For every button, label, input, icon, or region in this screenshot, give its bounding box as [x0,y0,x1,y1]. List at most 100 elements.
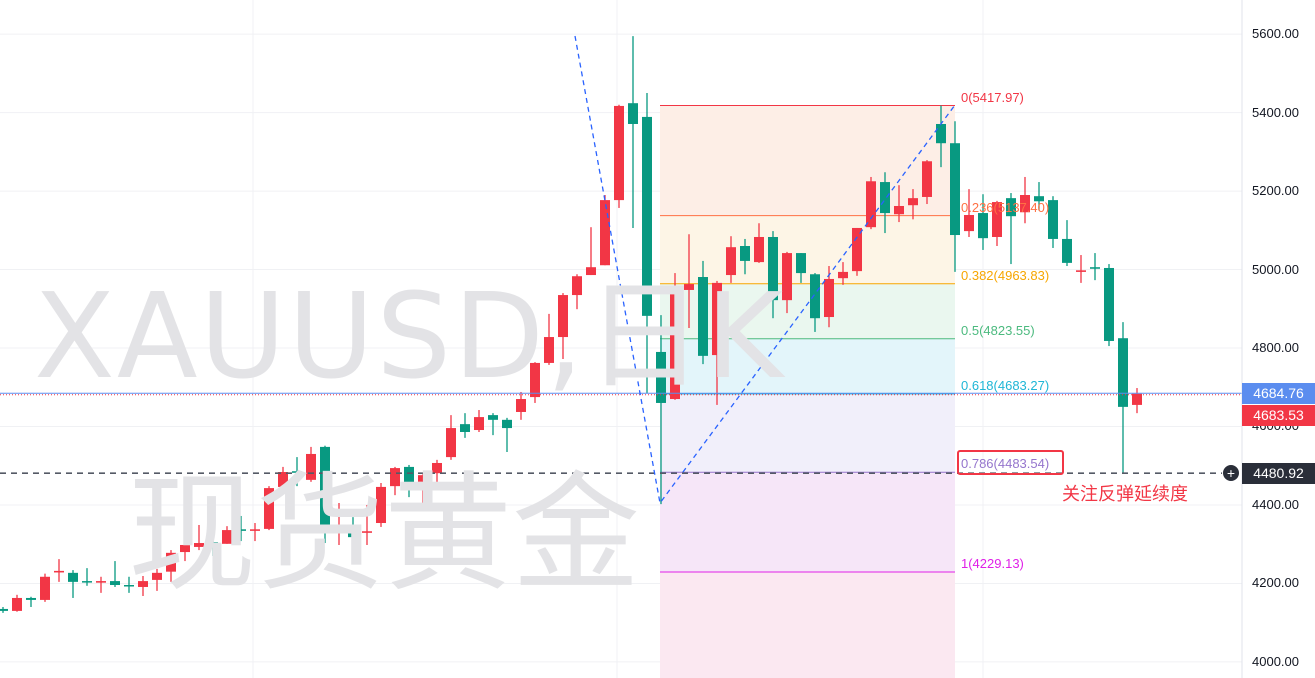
candle-body [936,123,946,144]
candle-body [754,236,764,263]
candle-body [614,105,624,201]
grid [0,0,1242,678]
candle-body [712,282,722,356]
candle-body [488,415,498,420]
candle-body [110,581,120,586]
candle [474,410,484,432]
candle-body [684,284,694,290]
candle-body [740,246,750,261]
candle [950,121,960,272]
candle-body [558,295,568,338]
candle [390,466,400,496]
candle [586,227,596,276]
fib-zone [660,472,955,573]
price-tick-label: 5600.00 [1252,26,1299,42]
fibonacci-retracement[interactable] [660,105,955,678]
candle [838,262,848,285]
price-tick-label: 4400.00 [1252,496,1299,512]
candle-body [600,200,610,266]
candle [754,223,764,263]
candle-body [502,419,512,429]
price-tick-label: 4000.00 [1252,653,1299,669]
candle [138,575,148,596]
candle-body [1062,238,1072,263]
candle [782,251,792,314]
candle [446,415,456,460]
candle [964,189,974,237]
candle [320,445,330,544]
candle-body [68,572,78,582]
price-tick-label: 5200.00 [1252,183,1299,199]
candle-body [124,585,134,587]
candle-body [1076,270,1086,272]
candle-body [726,247,736,276]
candle [922,160,932,205]
price-tick-label: 5000.00 [1252,261,1299,277]
candle [1048,196,1058,248]
candle-body [474,417,484,431]
candle [82,568,92,586]
candle-body [432,462,442,474]
price-tick-label: 4800.00 [1252,340,1299,356]
candle [1104,264,1114,347]
candle-body [894,205,904,215]
fib-level-label: 0.786(4483.54) [961,456,1050,472]
candle-body [656,351,666,403]
candle [236,515,246,542]
candle [936,105,946,168]
candle [278,466,288,494]
candle-body [166,552,176,572]
candle-body [40,576,50,600]
candle-body [978,213,988,239]
candle [810,273,820,332]
candle-body [180,544,190,553]
candle [292,457,302,487]
candle-body [1006,198,1016,217]
candle-body [0,608,8,611]
candle-body [908,198,918,206]
candle [404,464,414,498]
candle-body [852,227,862,272]
candle-body [1104,267,1114,341]
candle-body [278,472,288,487]
candle [642,92,652,394]
candle [0,606,8,613]
highlight-box [957,450,1064,475]
candle-body [698,277,708,356]
candle-body [404,466,414,483]
candle [194,524,204,551]
fib-level-label: 0.382(4963.83) [961,267,1050,283]
candle-body [320,446,330,533]
fib-level-label: 0.236(5137.40) [961,199,1050,215]
fib-zone [660,572,955,678]
candle-body [264,488,274,529]
candle [530,362,540,403]
candle [376,482,386,527]
candle [698,260,708,365]
candle-body [810,274,820,319]
fib-level-label: 0.5(4823.55) [961,322,1035,338]
candle [96,576,106,593]
plus-circle-icon[interactable]: + [1222,464,1240,482]
candle-body [446,428,456,458]
candle [992,200,1002,247]
fib-zone [660,283,955,339]
candle-body [838,271,848,279]
candle [1076,255,1086,283]
candle [880,172,890,234]
fib-level-label: 1(4229.13) [961,556,1024,571]
candle [180,523,190,562]
candle [1034,182,1044,211]
candle [628,36,638,228]
candle [348,517,358,551]
candle-body [796,253,806,274]
candle-body [530,362,540,398]
candle [908,189,918,220]
candle [600,195,610,266]
candle [54,559,64,582]
last-price-tag: 4683.53 [1242,405,1315,426]
candle-body [306,453,316,480]
fib-level-label: 0(5417.97) [961,89,1024,105]
candle [712,280,722,405]
